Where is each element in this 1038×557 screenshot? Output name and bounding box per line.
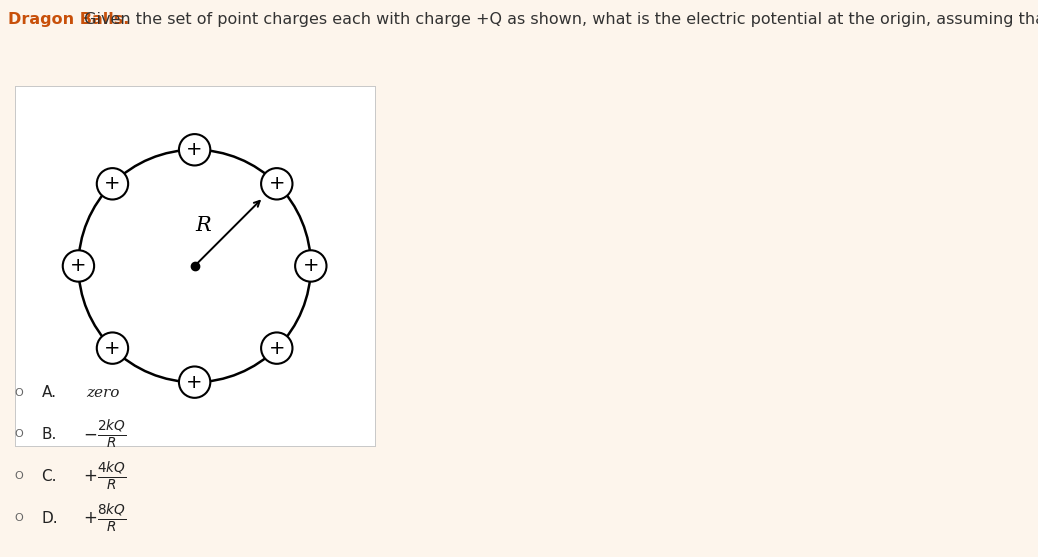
Text: zero: zero — [86, 385, 119, 400]
Text: O: O — [15, 388, 23, 398]
Circle shape — [179, 367, 211, 398]
Text: Dragon Balls.: Dragon Balls. — [8, 12, 130, 27]
Text: +: + — [269, 339, 285, 358]
Text: +: + — [104, 339, 120, 358]
Text: R: R — [196, 216, 212, 235]
Circle shape — [295, 250, 327, 282]
Text: Given the set of point charges each with charge +Q as shown, what is the electri: Given the set of point charges each with… — [79, 12, 1038, 27]
Text: +: + — [83, 467, 97, 485]
Text: +: + — [269, 174, 285, 193]
Circle shape — [262, 333, 293, 364]
Text: D.: D. — [42, 511, 58, 525]
Text: $\frac{\mathit{4kQ}}{\mathit{R}}$: $\frac{\mathit{4kQ}}{\mathit{R}}$ — [97, 460, 126, 493]
Circle shape — [97, 333, 128, 364]
Text: A.: A. — [42, 385, 56, 400]
Text: C.: C. — [42, 469, 57, 483]
Text: B.: B. — [42, 427, 57, 442]
Text: $\frac{\mathit{8kQ}}{\mathit{R}}$: $\frac{\mathit{8kQ}}{\mathit{R}}$ — [97, 501, 126, 535]
Circle shape — [97, 168, 128, 199]
Text: +: + — [302, 256, 319, 276]
Text: +: + — [71, 256, 87, 276]
Text: +: + — [187, 140, 202, 159]
Text: O: O — [15, 513, 23, 523]
Text: O: O — [15, 429, 23, 439]
Text: +: + — [83, 509, 97, 527]
Text: +: + — [187, 373, 202, 392]
Circle shape — [262, 168, 293, 199]
Text: +: + — [104, 174, 120, 193]
Text: O: O — [15, 471, 23, 481]
Circle shape — [62, 250, 94, 282]
Circle shape — [179, 134, 211, 165]
Text: $\frac{\mathit{2kQ}}{\mathit{R}}$: $\frac{\mathit{2kQ}}{\mathit{R}}$ — [97, 418, 126, 451]
Text: −: − — [83, 426, 97, 443]
